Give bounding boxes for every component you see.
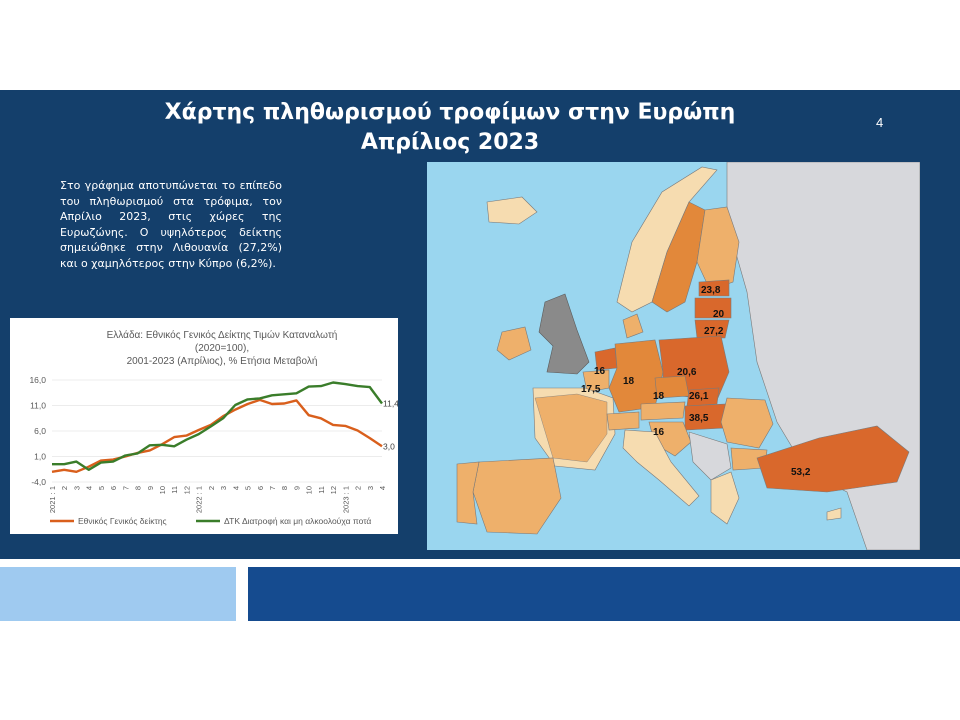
legend: Εθνικός Γενικός δείκτης ΔΤΚ Διατροφή και… bbox=[50, 516, 371, 526]
series-line-cpi bbox=[51, 398, 383, 474]
x-tick-label: 4 bbox=[378, 486, 387, 490]
map-label-germany: 18 bbox=[623, 376, 635, 387]
region-romania bbox=[720, 397, 774, 449]
end-label-food: 11,4 bbox=[383, 398, 398, 408]
y-axis: 16,0 11,0 6,0 1,0 -4,0 bbox=[29, 375, 382, 487]
x-tick-label: 2 bbox=[354, 486, 363, 490]
end-label-cpi: 3,0 bbox=[383, 441, 395, 451]
x-tick-label: 3 bbox=[366, 486, 375, 490]
chart-title-line-2: (2020=100), bbox=[195, 343, 249, 354]
slide-number: 4 bbox=[876, 115, 884, 130]
title-line-1: Χάρτης πληθωρισμού τροφίμων στην Ευρώπη bbox=[164, 100, 736, 125]
legend-label-food: ΔΤΚ Διατροφή και μη αλκοολούχα ποτά bbox=[224, 516, 371, 526]
series-line-food bbox=[52, 381, 383, 472]
x-tick-label: 2 bbox=[207, 486, 216, 490]
line-chart-svg: Ελλάδα: Εθνικός Γενικός Δείκτης Τιμών Κα… bbox=[29, 329, 398, 526]
map-label-estonia: 23,8 bbox=[701, 285, 721, 296]
y-tick-label: 16,0 bbox=[29, 375, 46, 385]
x-tick-label: 4 bbox=[231, 486, 240, 490]
map-label-belgium: 17,5 bbox=[581, 384, 601, 395]
footer-bar-dark bbox=[248, 567, 960, 621]
map-label-poland: 20,6 bbox=[677, 367, 697, 378]
map-label-netherlands: 16 bbox=[594, 366, 606, 377]
footer-bar-light bbox=[0, 567, 236, 621]
europe-map-svg: 23,8 20 27,2 16 17,5 18 20,6 18 26,1 38,… bbox=[427, 162, 920, 550]
x-tick-label: 3 bbox=[219, 486, 228, 490]
y-tick-label: 6,0 bbox=[34, 426, 46, 436]
region-lithuania bbox=[694, 319, 730, 339]
line-chart: Ελλάδα: Εθνικός Γενικός Δείκτης Τιμών Κα… bbox=[10, 318, 398, 534]
map-label-turkey: 53,2 bbox=[791, 467, 811, 478]
region-latvia bbox=[694, 297, 732, 319]
x-tick-label: 6 bbox=[109, 486, 118, 490]
map-label-croatia: 16 bbox=[653, 427, 665, 438]
x-tick-label: 6 bbox=[256, 486, 265, 490]
x-tick-label: 12 bbox=[329, 486, 338, 494]
y-tick-label: 11,0 bbox=[30, 401, 46, 411]
region-iceland bbox=[486, 196, 538, 225]
map-label-hungary: 38,5 bbox=[689, 413, 709, 424]
region-austria bbox=[640, 401, 686, 421]
map-label-slovakia: 26,1 bbox=[689, 391, 709, 402]
x-tick-label: 2 bbox=[60, 486, 69, 490]
region-switzerland bbox=[606, 411, 640, 431]
x-tick-label: 2023 : 1 bbox=[341, 486, 350, 513]
x-tick-label: 5 bbox=[97, 486, 106, 490]
x-tick-label: 2022 : 1 bbox=[195, 486, 204, 513]
x-tick-label: 2021 : 1 bbox=[48, 486, 57, 513]
x-tick-label: 8 bbox=[134, 486, 143, 490]
region-denmark bbox=[622, 313, 644, 339]
region-balkans bbox=[688, 431, 732, 481]
x-tick-label: 8 bbox=[280, 486, 289, 490]
x-tick-label: 9 bbox=[292, 486, 301, 490]
x-tick-label: 10 bbox=[305, 486, 314, 494]
map-label-latvia: 20 bbox=[713, 309, 725, 320]
region-greece bbox=[710, 471, 740, 525]
x-tick-label: 7 bbox=[268, 486, 277, 490]
chart-title-line-1: Ελλάδα: Εθνικός Γενικός Δείκτης Τιμών Κα… bbox=[107, 329, 338, 341]
region-slovakia bbox=[686, 387, 720, 407]
region-ireland bbox=[496, 326, 532, 361]
series-lines: 3,0 11,4 bbox=[51, 381, 398, 474]
x-tick-label: 10 bbox=[158, 486, 167, 494]
region-estonia bbox=[698, 279, 730, 297]
region-cyprus bbox=[826, 507, 842, 521]
region-germany bbox=[608, 339, 664, 413]
y-tick-label: 1,0 bbox=[34, 452, 46, 462]
europe-map: 23,8 20 27,2 16 17,5 18 20,6 18 26,1 38,… bbox=[427, 162, 920, 550]
x-tick-label: 4 bbox=[85, 486, 94, 490]
slide-title: Χάρτης πληθωρισμού τροφίμων στην Ευρώπη … bbox=[100, 98, 800, 158]
region-portugal bbox=[456, 461, 480, 525]
region-uk bbox=[538, 293, 590, 375]
description-text: Στο γράφημα αποτυπώνεται το επίπεδο του … bbox=[60, 179, 282, 270]
title-line-2: Απρίλιος 2023 bbox=[360, 130, 540, 155]
region-turkey bbox=[756, 425, 910, 493]
legend-label-cpi: Εθνικός Γενικός δείκτης bbox=[78, 516, 167, 526]
x-axis: 2021 : 1 2 3 4 5 6 7 8 9 10 11 12 2022 : 1 2 3 4 5 6 7 8 9 10… bbox=[48, 486, 387, 513]
region-norway bbox=[616, 166, 718, 313]
x-tick-label: 11 bbox=[317, 486, 326, 494]
x-tick-label: 5 bbox=[244, 486, 253, 490]
map-label-czechia: 18 bbox=[653, 391, 665, 402]
chart-title-line-3: 2001-2023 (Απρίλιος), % Ετήσια Μεταβολή bbox=[127, 355, 318, 367]
x-tick-label: 9 bbox=[146, 486, 155, 490]
x-tick-label: 3 bbox=[72, 486, 81, 490]
x-tick-label: 11 bbox=[170, 486, 179, 494]
map-label-lithuania: 27,2 bbox=[704, 326, 724, 337]
y-tick-label: -4,0 bbox=[31, 477, 46, 487]
x-tick-label: 7 bbox=[121, 486, 130, 490]
region-italy bbox=[622, 429, 700, 507]
x-tick-label: 12 bbox=[182, 486, 191, 494]
